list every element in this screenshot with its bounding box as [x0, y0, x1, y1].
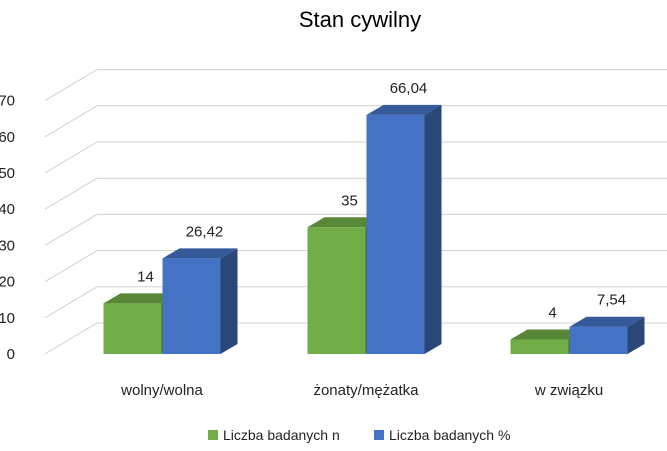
- gridline: [44, 250, 667, 283]
- bar-top: [162, 248, 238, 259]
- category-label: wolny/wolna: [120, 382, 203, 399]
- bar-top: [366, 104, 442, 115]
- bar: [307, 227, 366, 354]
- legend: Liczba badanych n Liczba badanych %: [208, 427, 510, 443]
- bar-side: [424, 104, 442, 354]
- bar-side: [220, 248, 238, 354]
- bar-side: [627, 316, 645, 354]
- y-tick-label: 30: [0, 237, 15, 254]
- bar-top: [307, 217, 383, 228]
- gridline: [44, 177, 667, 210]
- data-label: 66,04: [390, 80, 428, 97]
- data-label: 14: [137, 268, 154, 285]
- legend-swatch: [208, 430, 218, 440]
- y-tick-label: 40: [0, 201, 15, 218]
- data-label: 26,42: [186, 223, 224, 240]
- legend-label: Liczba badanych %: [389, 427, 510, 443]
- bar: [569, 326, 628, 354]
- data-label: 35: [341, 192, 358, 209]
- y-tick-label: 0: [7, 346, 15, 363]
- gridlines: [44, 69, 667, 355]
- gridline: [44, 322, 667, 355]
- bar: [366, 114, 425, 354]
- legend-label: Liczba badanych n: [223, 427, 340, 443]
- y-tick-label: 60: [0, 129, 15, 146]
- gridline: [44, 213, 667, 246]
- y-tick-label: 50: [0, 165, 15, 182]
- bar: [103, 303, 162, 354]
- gridline: [44, 69, 667, 102]
- data-label: 7,54: [597, 292, 626, 309]
- legend-swatch: [374, 430, 384, 440]
- data-labels: 14 26,42 35 66,04 4 7,54: [137, 80, 626, 322]
- data-label: 4: [548, 305, 556, 322]
- x-axis-categories: wolny/wolna żonaty/mężatka w związku: [120, 382, 603, 399]
- gridline: [44, 105, 667, 138]
- y-tick-label: 70: [0, 93, 15, 110]
- bar-top: [569, 316, 645, 327]
- bar: [510, 339, 569, 354]
- gridline: [44, 286, 667, 319]
- category-label: w związku: [534, 382, 603, 399]
- bars: [103, 104, 645, 354]
- y-tick-label: 10: [0, 310, 15, 327]
- y-axis-ticks: 0 10 20 30 40 50 60 70: [0, 93, 15, 363]
- chart-title: Stan cywilny: [299, 7, 421, 32]
- gridline: [44, 141, 667, 174]
- category-label: żonaty/mężatka: [313, 382, 419, 399]
- bar-top: [510, 329, 586, 340]
- y-tick-label: 20: [0, 274, 15, 291]
- bar: [162, 258, 221, 354]
- bar-top: [103, 293, 179, 304]
